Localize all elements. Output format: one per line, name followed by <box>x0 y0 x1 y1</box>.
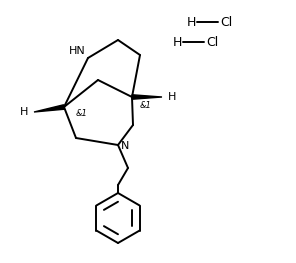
Text: H: H <box>173 36 182 48</box>
Text: H: H <box>20 107 28 117</box>
Text: &1: &1 <box>140 102 152 110</box>
Text: Cl: Cl <box>220 16 232 28</box>
Text: &1: &1 <box>76 109 88 119</box>
Polygon shape <box>34 105 64 112</box>
Text: H: H <box>168 92 176 102</box>
Text: Cl: Cl <box>206 36 218 48</box>
Text: N: N <box>121 141 129 151</box>
Text: H: H <box>186 16 196 28</box>
Text: HN: HN <box>69 46 86 56</box>
Polygon shape <box>132 95 162 99</box>
